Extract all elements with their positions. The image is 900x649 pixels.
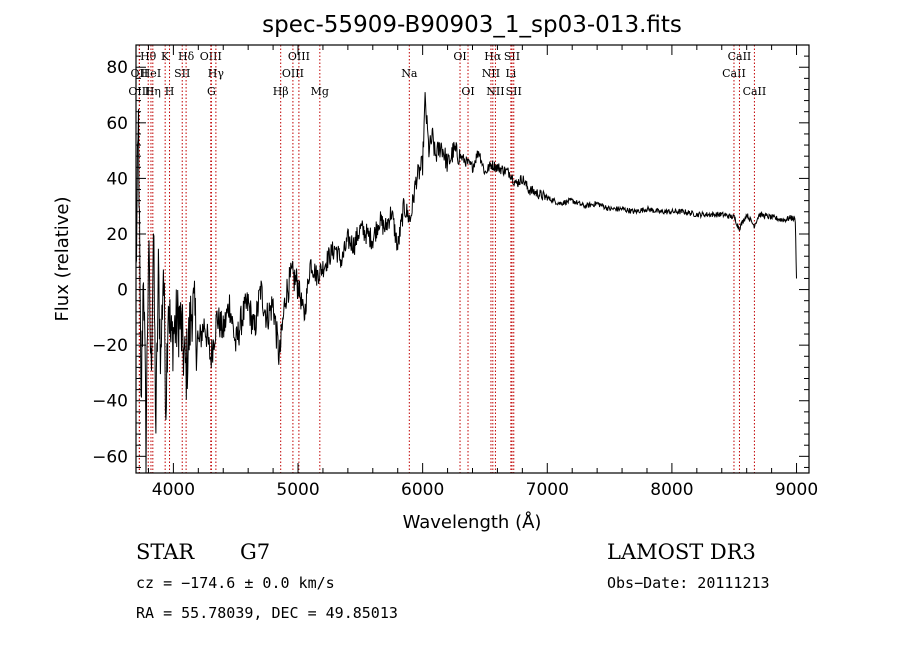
line-label-16: Na [401, 67, 418, 80]
y-tick-label: −20 [92, 336, 128, 356]
y-tick-label: −40 [92, 392, 128, 412]
line-label-9: OIII [200, 50, 222, 63]
line-label-27: CaII [743, 85, 767, 98]
y-tick-label: 80 [106, 58, 128, 78]
y-tick-label: 60 [106, 114, 128, 134]
line-label-13: OIII [282, 67, 304, 80]
line-label-22: SII [504, 50, 520, 63]
x-axis-title: Wavelength (Å) [403, 511, 542, 533]
obs-date: Obs−Date: 20111213 [607, 574, 770, 592]
line-label-11: G [207, 85, 216, 98]
x-tick-label: 6000 [401, 480, 444, 500]
line-label-0: Hθ [140, 50, 157, 63]
line-label-26: CaII [728, 50, 752, 63]
plot-frame [135, 44, 810, 474]
line-label-14: OIII [288, 50, 310, 63]
x-tick-label: 8000 [650, 480, 693, 500]
object-class: STAR [136, 540, 195, 564]
line-label-3: HeI [141, 67, 161, 80]
line-label-23: SII [506, 85, 522, 98]
x-tick-label: 9000 [775, 480, 818, 500]
line-label-4: Hη [145, 85, 161, 98]
coordinates: RA = 55.78039, DEC = 49.85013 [136, 604, 398, 622]
line-label-20: NII [482, 67, 500, 80]
y-tick-label: −60 [92, 447, 128, 467]
line-label-24: Li [505, 67, 516, 80]
line-label-2: OIII [128, 85, 150, 98]
line-label-21: NII [486, 85, 504, 98]
line-label-19: Hα [484, 50, 502, 63]
line-label-25: CaII [722, 67, 746, 80]
line-label-17: OI [453, 50, 466, 63]
y-tick-label: 20 [106, 225, 128, 245]
redshift-text: cz = −174.6 ± 0.0 km/s [136, 574, 335, 592]
y-axis-title: Flux (relative) [52, 196, 73, 321]
x-tick-label: 7000 [526, 480, 569, 500]
line-label-7: SII [174, 67, 190, 80]
line-label-5: K [161, 50, 170, 63]
x-tick-label: 4000 [152, 480, 195, 500]
line-label-12: Hβ [273, 85, 289, 98]
line-label-10: Hγ [208, 67, 225, 80]
x-tick-label: 5000 [276, 480, 319, 500]
spectrum-series [135, 92, 797, 473]
survey-name: LAMOST DR3 [607, 540, 756, 564]
line-label-15: Mg [311, 85, 329, 98]
line-label-8: Hδ [178, 50, 195, 63]
series-spectrum [135, 92, 797, 473]
line-label-18: OI [461, 85, 474, 98]
axis-ticks: 4000 5000 6000 7000 8000 9000 −60 −40 −20 0 20 40 60… [92, 45, 818, 500]
y-tick-label: 40 [106, 169, 128, 189]
y-tick-label: 0 [117, 281, 128, 301]
chart-title: spec-55909-B90903_1_sp03-013.fits [262, 12, 682, 38]
object-subclass: G7 [240, 540, 271, 564]
line-label-6: H [165, 85, 175, 98]
